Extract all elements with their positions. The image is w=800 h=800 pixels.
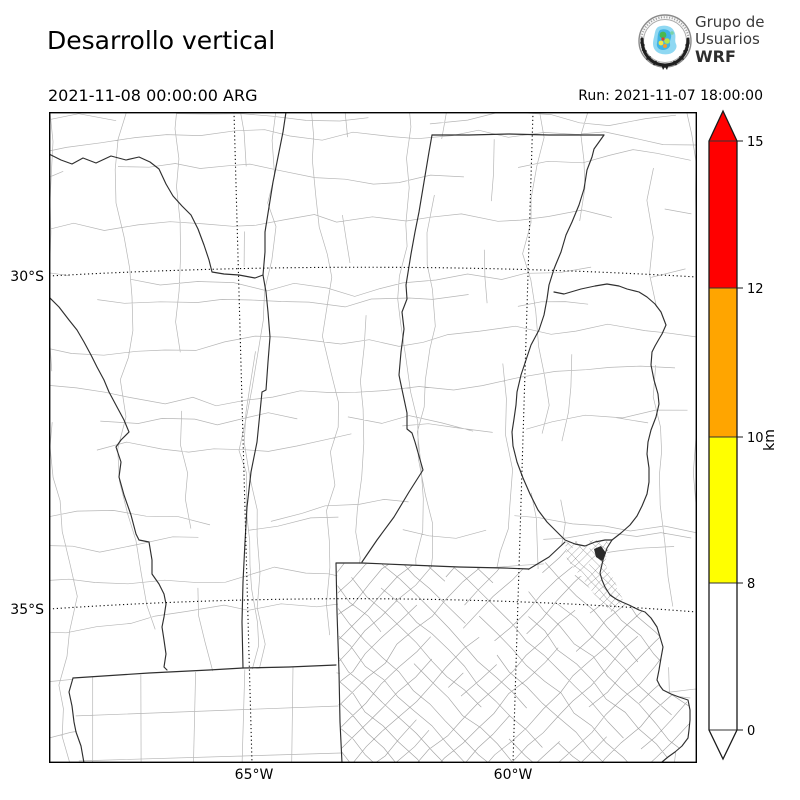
- colorbar-tick-label-12: 12: [747, 282, 764, 297]
- colorbar-tick-label-15: 15: [747, 135, 764, 150]
- la-pampa-grid: [73, 665, 342, 763]
- colorbar-seg-orange: [709, 288, 737, 437]
- logo-text-wrf: WRF: [695, 47, 736, 66]
- colorbar-segment-edges: [709, 140, 737, 731]
- colorbar-seg-white: [709, 583, 737, 759]
- graticule-30s: [49, 266, 697, 278]
- colorbar-seg-yellow: [709, 437, 737, 583]
- colorbar-tick-label-0: 0: [747, 724, 755, 739]
- figure-title: Desarrollo vertical: [47, 26, 276, 55]
- colorbar-tick-label-8: 8: [747, 577, 755, 592]
- graticule-60w: [512, 112, 534, 763]
- map-frame: [49, 112, 697, 763]
- logo-ribbon: [661, 64, 669, 70]
- logo-weather-blob: [653, 25, 677, 55]
- graticule-65w: [233, 112, 253, 763]
- map-canvas: [49, 112, 697, 763]
- amba-urban-blob: [594, 546, 606, 561]
- province-boundaries: [49, 112, 691, 763]
- logo-text: Grupo de Usuarios WRF: [695, 13, 765, 66]
- valid-time-label: 2021-11-08 00:00:00 ARG: [48, 86, 258, 105]
- lat-label-35s: 35°S: [10, 602, 44, 618]
- colorbar-unit-label: km: [762, 429, 778, 451]
- lon-label-65w: 65°W: [234, 767, 274, 783]
- colorbar-ticks: [737, 140, 743, 731]
- logo-text-line2: Usuarios: [695, 30, 760, 48]
- colorbar-seg-red: [709, 111, 737, 288]
- lon-label-60w: 60°W: [493, 767, 533, 783]
- wrf-users-logo-icon: [638, 14, 692, 70]
- graticule-35s: [49, 598, 697, 613]
- colorbar-tick-label-10: 10: [747, 431, 764, 446]
- colorbar: 15 12 10 8 0 km: [708, 109, 778, 761]
- logo-text-line1: Grupo de: [695, 13, 765, 31]
- lat-label-30s: 30°S: [10, 269, 44, 285]
- run-time-label: Run: 2021-11-07 18:00:00: [578, 88, 763, 104]
